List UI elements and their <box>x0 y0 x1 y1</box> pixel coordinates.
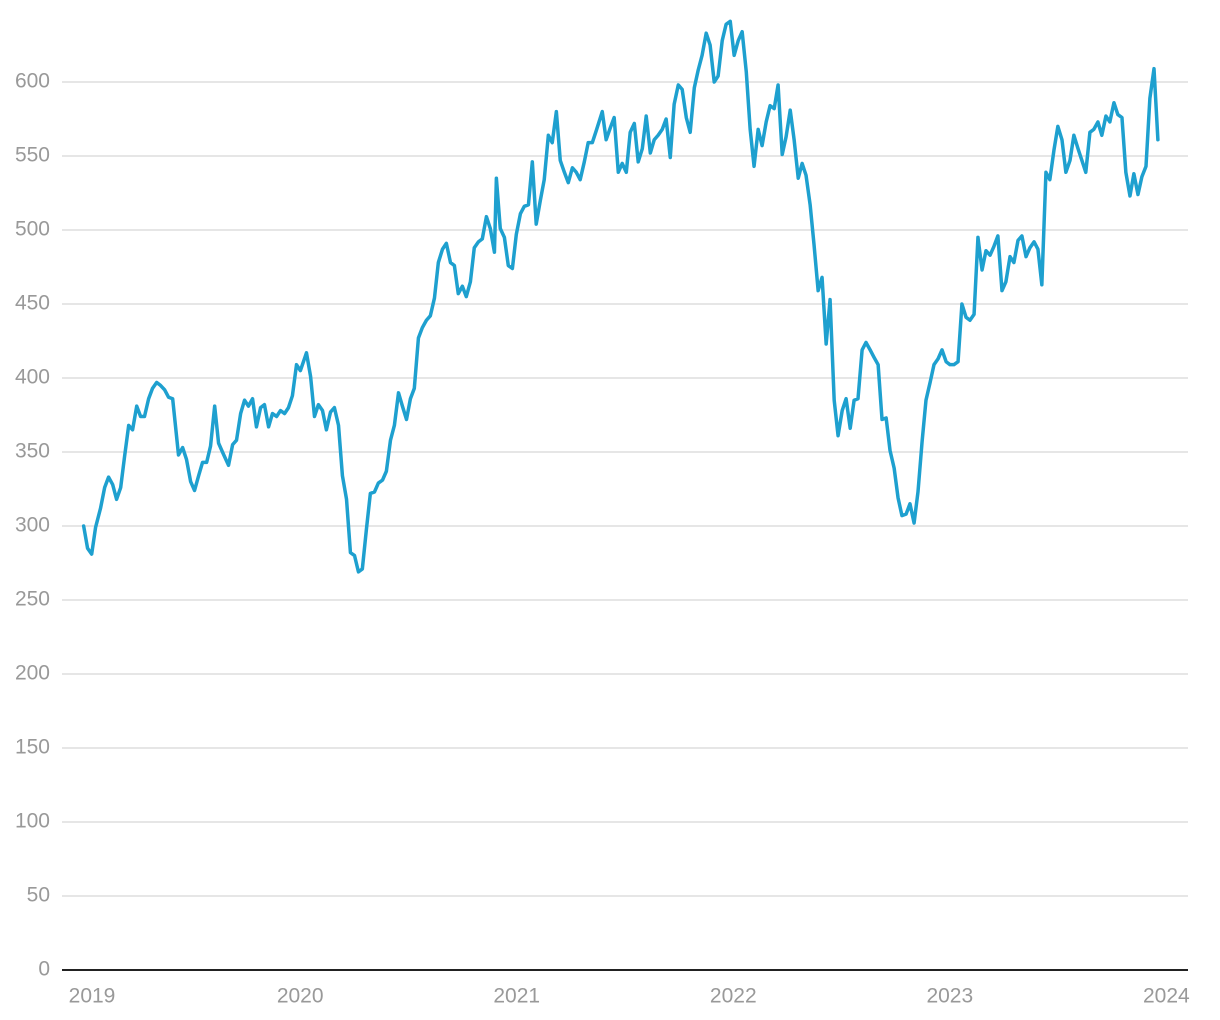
x-tick-label: 2023 <box>926 985 973 1008</box>
x-tick-label: 2020 <box>277 985 324 1008</box>
y-tick-label: 100 <box>15 810 50 833</box>
y-tick-label: 200 <box>15 662 50 685</box>
data-line <box>81 19 1160 574</box>
y-tick-label: 350 <box>15 440 50 463</box>
x-tick-label: 2019 <box>69 985 116 1008</box>
x-tick-label: 2024 <box>1143 985 1190 1008</box>
y-tick-label: 450 <box>15 292 50 315</box>
y-tick-label: 300 <box>15 514 50 537</box>
x-tick-label: 2022 <box>710 985 757 1008</box>
y-tick-label: 550 <box>15 144 50 167</box>
y-tick-label: 150 <box>15 736 50 759</box>
y-tick-label: 400 <box>15 366 50 389</box>
x-tick-label: 2021 <box>493 985 540 1008</box>
y-tick-label: 50 <box>27 884 50 907</box>
y-tick-label: 600 <box>15 70 50 93</box>
y-tick-label: 250 <box>15 588 50 611</box>
y-tick-label: 500 <box>15 218 50 241</box>
y-tick-label: 0 <box>38 958 50 981</box>
